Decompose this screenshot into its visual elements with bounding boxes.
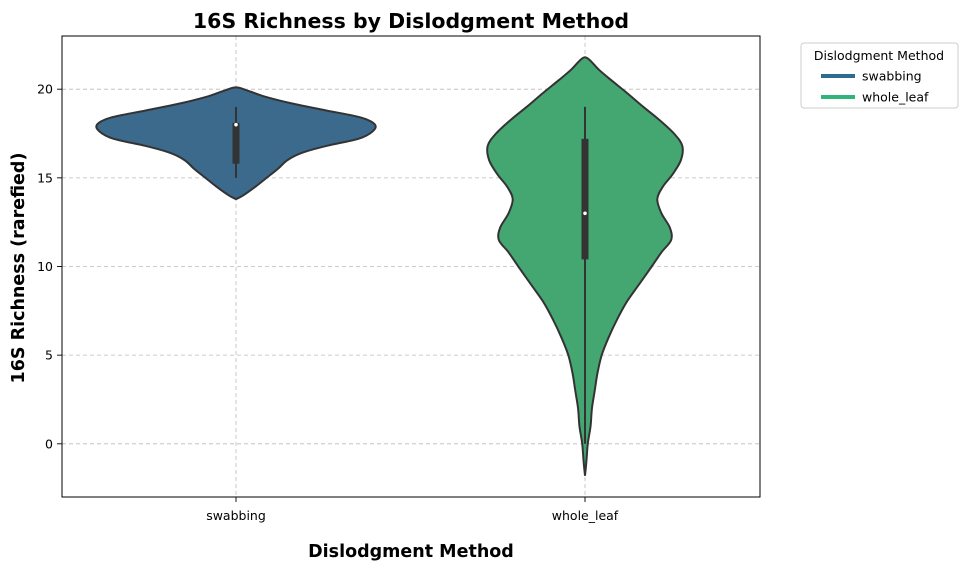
y-axis-ticks: 0 5 10 15 20 <box>37 82 62 451</box>
median-dot-whole_leaf <box>583 211 587 216</box>
y-tick-label: 0 <box>45 436 53 451</box>
x-tick-label: swabbing <box>206 508 266 523</box>
legend-label-swabbing: swabbing <box>862 69 922 84</box>
chart-title: 16S Richness by Dislodgment Method <box>193 9 629 33</box>
x-axis-ticks: swabbing whole_leaf <box>206 497 619 523</box>
y-tick-label: 20 <box>37 82 53 97</box>
iqr-box-swabbing <box>232 122 240 164</box>
grid-lines <box>62 36 760 497</box>
legend-box <box>800 42 959 109</box>
x-tick-label: whole_leaf <box>552 508 619 523</box>
iqr-box-whole_leaf <box>581 138 589 260</box>
legend: Dislodgment Method swabbing whole_leaf <box>800 42 959 109</box>
y-tick-label: 15 <box>37 170 53 185</box>
box-plots <box>232 106 589 444</box>
plot-frame <box>61 35 761 498</box>
x-axis-label: Dislodgment Method <box>308 542 514 562</box>
legend-label-whole_leaf: whole_leaf <box>862 90 929 105</box>
legend-entries: swabbing whole_leaf <box>821 69 929 105</box>
y-axis-label: 16S Richness (rarefied) <box>9 153 29 384</box>
y-tick-label: 5 <box>45 348 53 363</box>
median-dot-swabbing <box>234 122 238 127</box>
y-tick-label: 10 <box>37 259 53 274</box>
legend-title: Dislodgment Method <box>814 48 944 63</box>
